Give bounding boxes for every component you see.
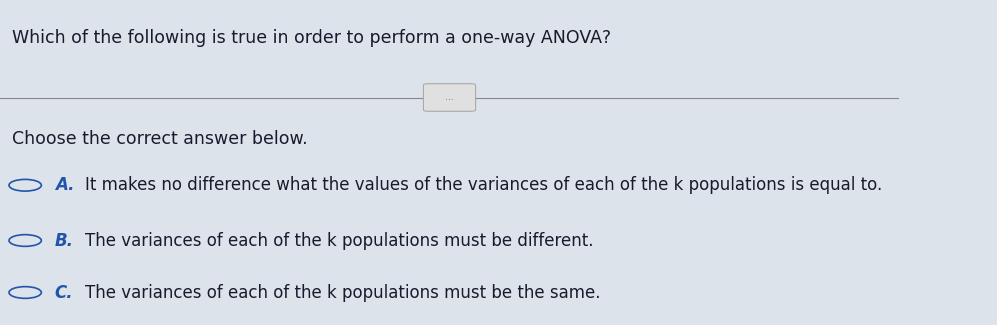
Text: A.: A. [55,176,75,194]
Text: Choose the correct answer below.: Choose the correct answer below. [12,130,307,148]
Text: C.: C. [55,283,74,302]
Text: ...: ... [446,93,454,102]
Text: B.: B. [55,231,74,250]
Text: The variances of each of the k populations must be the same.: The variances of each of the k populatio… [86,283,601,302]
FancyBboxPatch shape [424,84,476,111]
Text: It makes no difference what the values of the variances of each of the k populat: It makes no difference what the values o… [86,176,882,194]
Text: The variances of each of the k populations must be different.: The variances of each of the k populatio… [86,231,594,250]
Text: Which of the following is true in order to perform a one-way ANOVA?: Which of the following is true in order … [12,29,611,47]
